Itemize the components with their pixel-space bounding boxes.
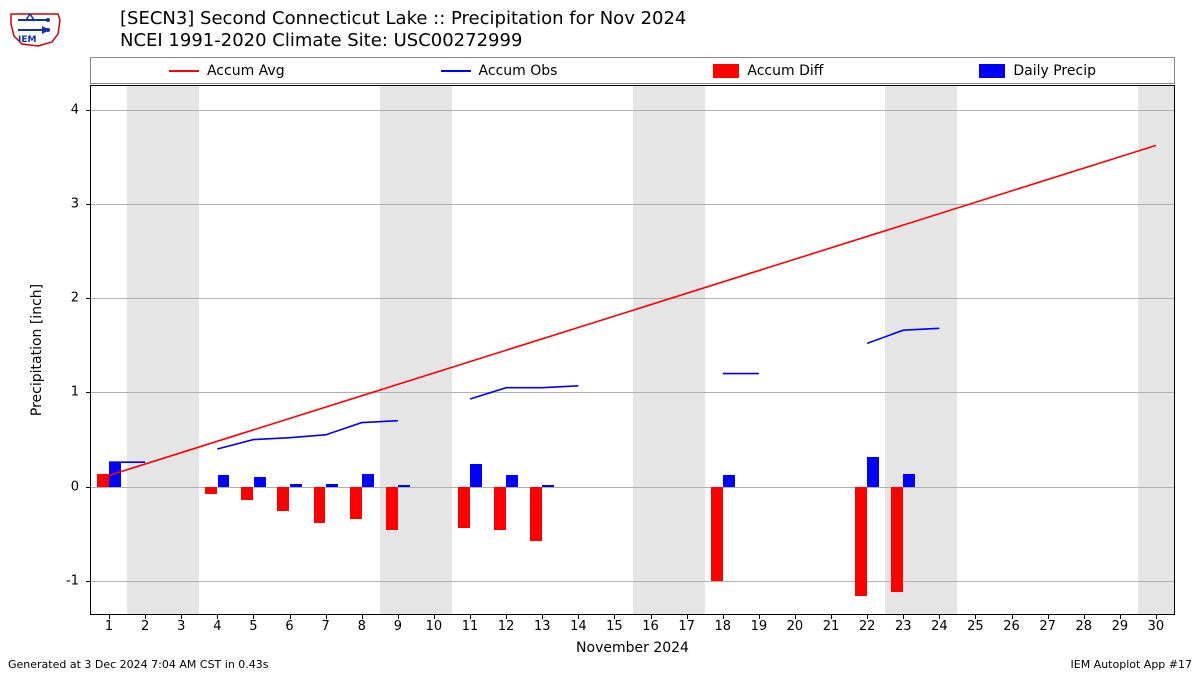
x-tick-mark	[578, 614, 579, 619]
x-tick-mark	[434, 614, 435, 619]
y-tick-label: 2	[71, 291, 79, 306]
legend: Accum Avg Accum Obs Accum Diff Daily Precip	[90, 57, 1175, 84]
footer-generated: Generated at 3 Dec 2024 7:04 AM CST in 0…	[8, 658, 269, 671]
x-tick-label: 8	[358, 619, 366, 634]
x-tick-label: 13	[534, 619, 551, 634]
accum-avg-line	[109, 145, 1156, 475]
legend-item-3: Daily Precip	[979, 63, 1096, 79]
legend-item-1: Accum Obs	[441, 63, 558, 79]
legend-patch-swatch	[979, 64, 1005, 78]
x-tick-label: 10	[426, 619, 443, 634]
legend-item-0: Accum Avg	[169, 63, 285, 79]
x-tick-mark	[759, 614, 760, 619]
x-tick-label: 19	[751, 619, 768, 634]
x-tick-label: 7	[322, 619, 330, 634]
x-tick-label: 25	[967, 619, 984, 634]
x-tick-mark	[939, 614, 940, 619]
x-tick-label: 3	[177, 619, 185, 634]
y-tick-label: 4	[71, 102, 79, 117]
x-tick-label: 30	[1148, 619, 1165, 634]
x-tick-label: 29	[1112, 619, 1129, 634]
x-tick-mark	[903, 614, 904, 619]
x-tick-mark	[506, 614, 507, 619]
y-tick-label: -1	[66, 574, 79, 589]
x-tick-label: 9	[394, 619, 402, 634]
x-tick-mark	[362, 614, 363, 619]
y-tick-label: 0	[71, 479, 79, 494]
legend-line-swatch	[169, 70, 199, 72]
x-tick-label: 1	[105, 619, 113, 634]
x-tick-mark	[831, 614, 832, 619]
x-tick-label: 4	[213, 619, 221, 634]
legend-label: Accum Diff	[747, 63, 823, 79]
x-tick-mark	[398, 614, 399, 619]
x-tick-mark	[181, 614, 182, 619]
x-tick-label: 27	[1039, 619, 1056, 634]
plot-area: November 2024 Precipitation [inch] -1012…	[90, 85, 1175, 615]
x-tick-label: 28	[1075, 619, 1092, 634]
legend-patch-swatch	[713, 64, 739, 78]
x-tick-label: 21	[823, 619, 840, 634]
x-tick-mark	[470, 614, 471, 619]
legend-item-2: Accum Diff	[713, 63, 823, 79]
y-tick-label: 1	[71, 385, 79, 400]
x-tick-label: 12	[498, 619, 515, 634]
accum-obs-line	[217, 421, 398, 449]
chart-title-line1: [SECN3] Second Connecticut Lake :: Preci…	[120, 8, 686, 29]
x-tick-label: 11	[462, 619, 479, 634]
x-tick-mark	[253, 614, 254, 619]
x-tick-mark	[217, 614, 218, 619]
iem-logo: IEM	[8, 6, 64, 48]
accum-obs-line	[867, 328, 939, 343]
x-tick-label: 18	[714, 619, 731, 634]
x-tick-mark	[795, 614, 796, 619]
y-axis-label: Precipitation [inch]	[29, 284, 45, 416]
legend-label: Accum Avg	[207, 63, 285, 79]
x-tick-mark	[1012, 614, 1013, 619]
x-tick-mark	[109, 614, 110, 619]
x-tick-mark	[326, 614, 327, 619]
x-tick-label: 23	[895, 619, 912, 634]
x-tick-label: 22	[859, 619, 876, 634]
x-tick-mark	[542, 614, 543, 619]
x-tick-mark	[614, 614, 615, 619]
x-tick-label: 24	[931, 619, 948, 634]
lines-layer	[91, 86, 1174, 614]
chart-title-line2: NCEI 1991-2020 Climate Site: USC00272999	[120, 30, 522, 51]
legend-label: Daily Precip	[1013, 63, 1096, 79]
x-tick-label: 26	[1003, 619, 1020, 634]
x-tick-mark	[687, 614, 688, 619]
x-tick-label: 15	[606, 619, 623, 634]
x-tick-label: 17	[678, 619, 695, 634]
x-axis-label: November 2024	[576, 640, 689, 656]
x-tick-mark	[290, 614, 291, 619]
x-tick-mark	[145, 614, 146, 619]
x-tick-mark	[1120, 614, 1121, 619]
x-tick-mark	[723, 614, 724, 619]
x-tick-mark	[651, 614, 652, 619]
x-tick-mark	[975, 614, 976, 619]
x-tick-label: 6	[285, 619, 293, 634]
x-tick-mark	[1048, 614, 1049, 619]
x-tick-mark	[867, 614, 868, 619]
x-tick-label: 2	[141, 619, 149, 634]
footer-appid: IEM Autoplot App #17	[1071, 658, 1193, 671]
x-tick-mark	[1156, 614, 1157, 619]
accum-obs-line	[470, 386, 578, 399]
x-tick-mark	[1084, 614, 1085, 619]
x-tick-label: 16	[642, 619, 659, 634]
x-tick-label: 14	[570, 619, 587, 634]
x-tick-label: 20	[787, 619, 804, 634]
legend-line-swatch	[441, 70, 471, 72]
legend-label: Accum Obs	[479, 63, 558, 79]
y-tick-label: 3	[71, 196, 79, 211]
svg-text:IEM: IEM	[18, 35, 36, 45]
x-tick-label: 5	[249, 619, 257, 634]
